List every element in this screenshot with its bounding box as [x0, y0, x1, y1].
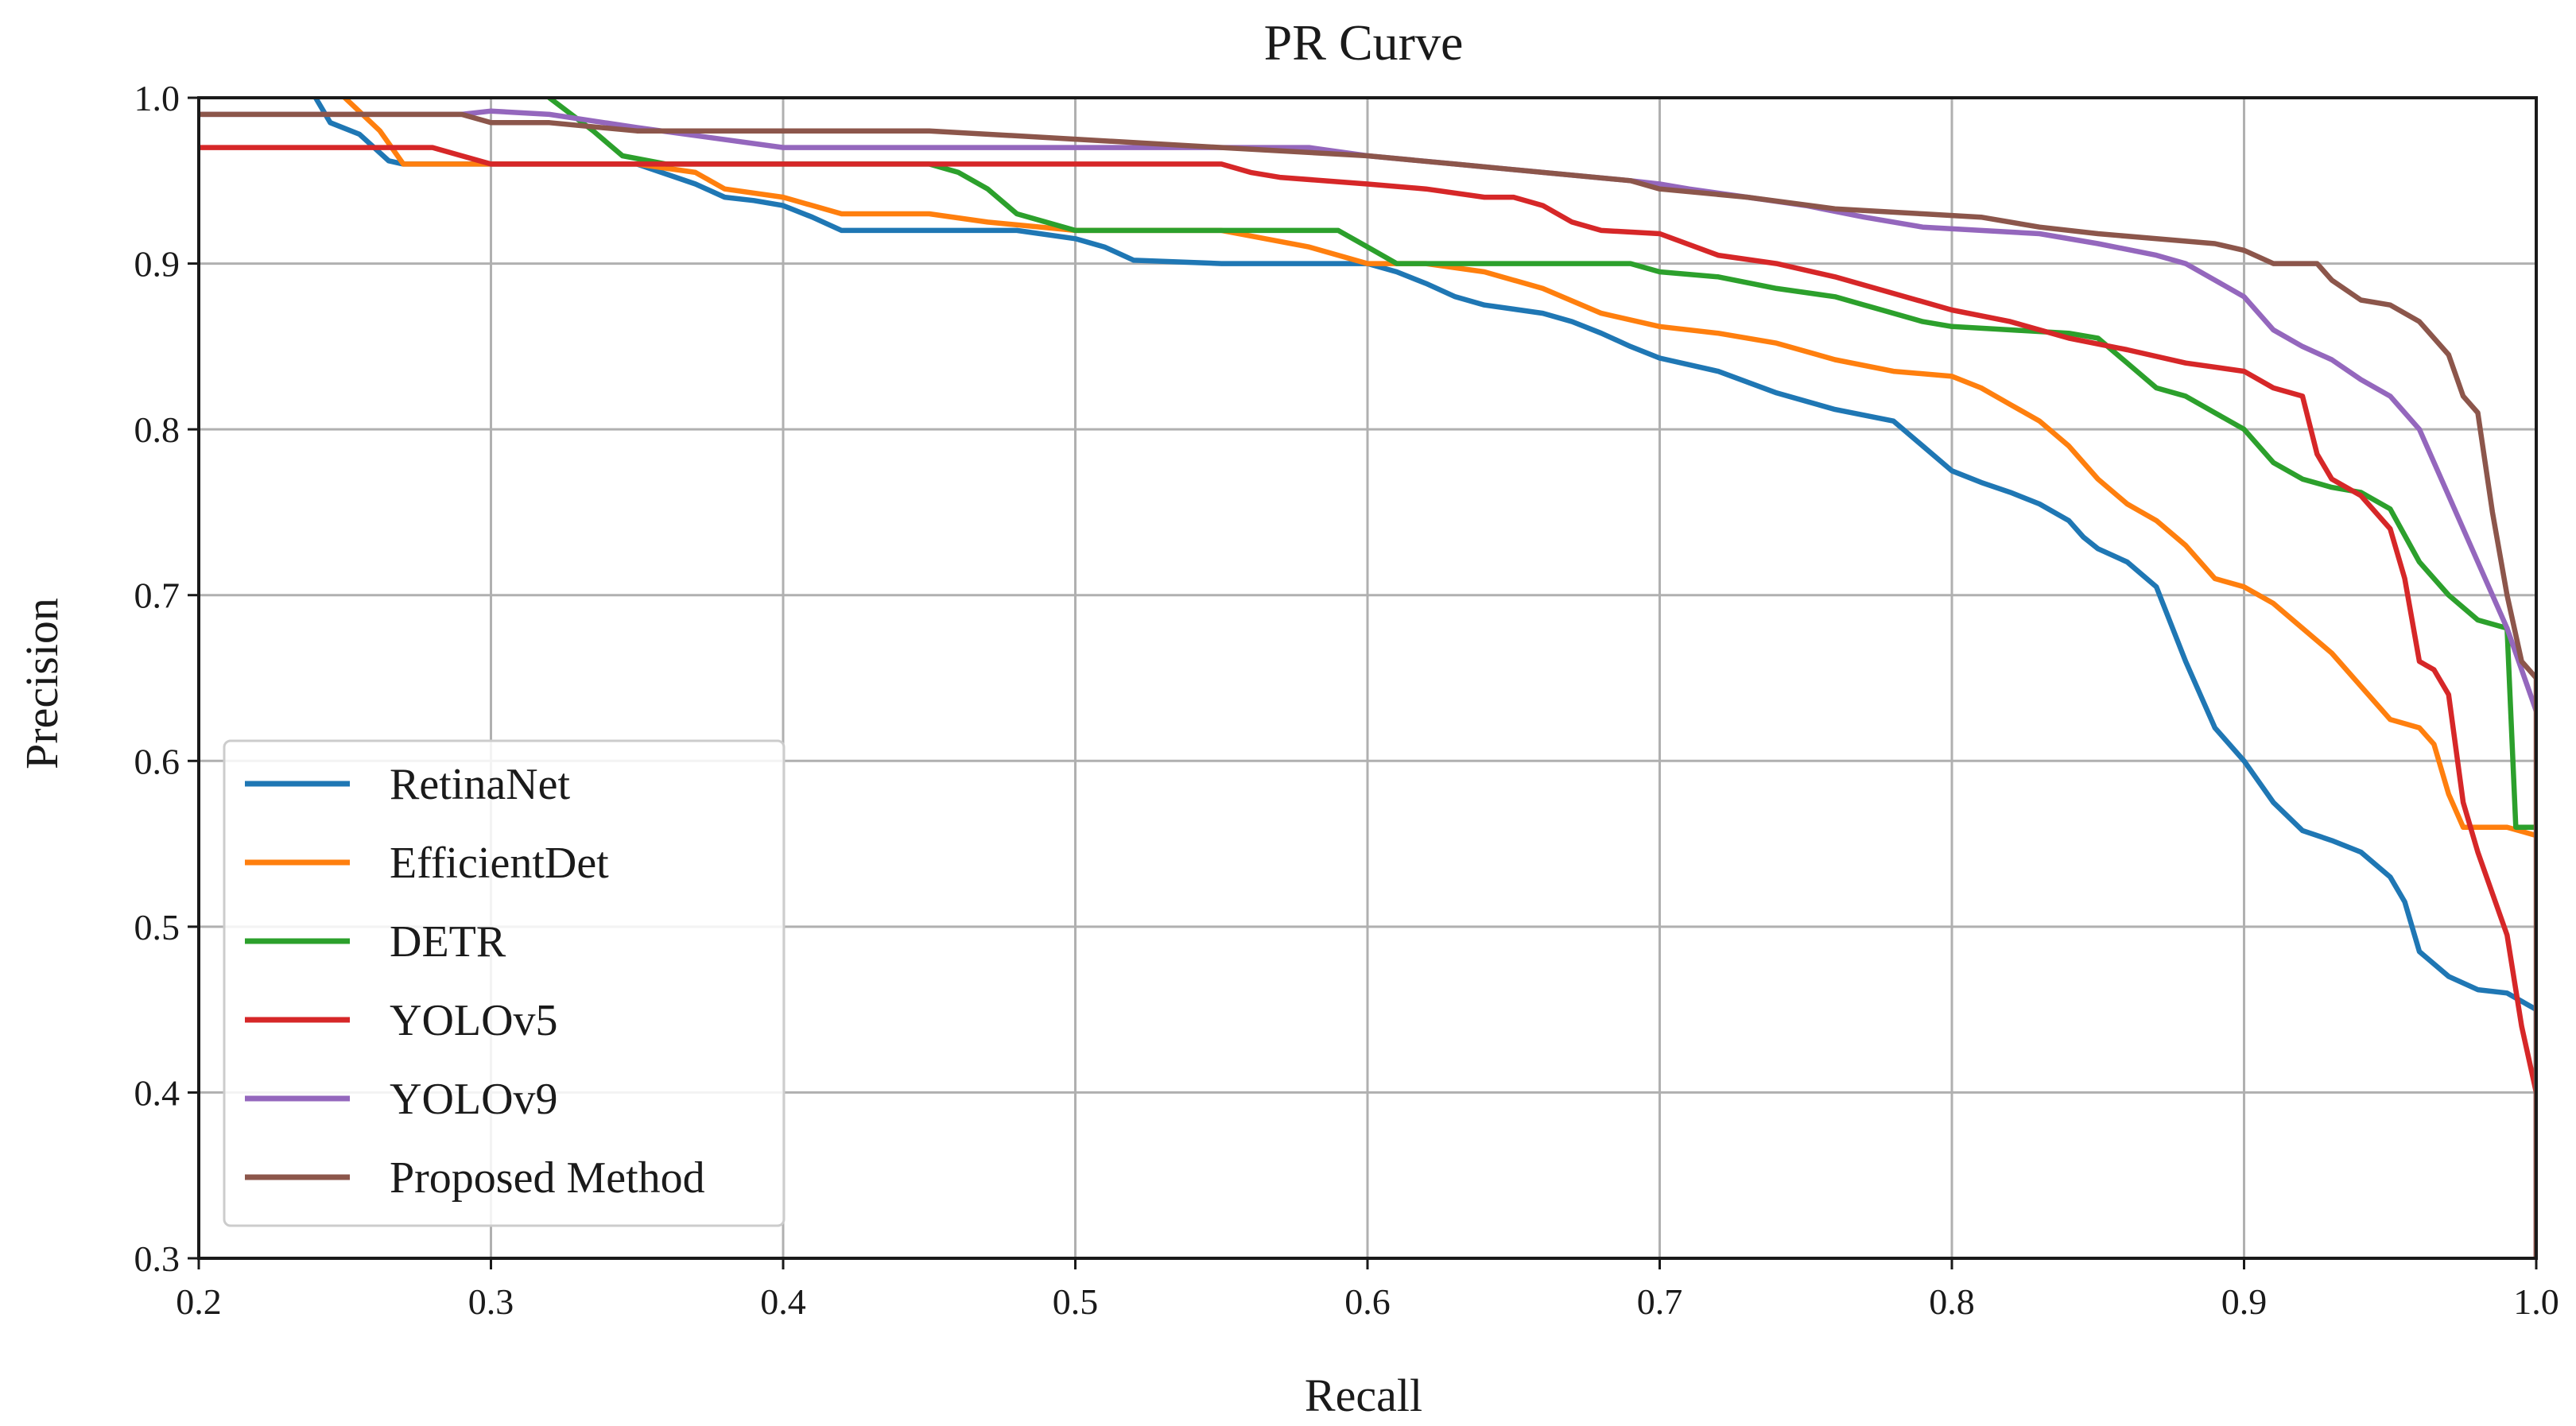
legend-label-retinanet: RetinaNet — [390, 760, 570, 809]
x-tick-label: 1.0 — [2513, 1281, 2559, 1322]
chart-title: PR Curve — [1264, 14, 1464, 71]
legend-label-yolov9: YOLOv9 — [390, 1075, 558, 1124]
series-line-efficientdet — [342, 98, 2536, 839]
x-tick-label: 0.7 — [1637, 1281, 1683, 1322]
legend-label-proposed-method: Proposed Method — [390, 1153, 705, 1203]
x-tick-label: 0.4 — [760, 1281, 806, 1322]
legend-label-detr: DETR — [390, 917, 506, 967]
series-line-proposed-method — [199, 111, 2536, 1258]
x-tick-label: 0.2 — [176, 1281, 222, 1322]
x-axis-label: Recall — [1305, 1370, 1422, 1421]
y-axis-label: Precision — [16, 598, 68, 769]
y-tick-label: 0.9 — [134, 244, 180, 285]
x-tick-label: 0.5 — [1053, 1281, 1099, 1322]
y-tick-label: 0.8 — [134, 409, 180, 450]
y-tick-label: 1.0 — [134, 78, 180, 118]
series-line-yolov5 — [199, 145, 2536, 1258]
x-tick-label: 0.9 — [2221, 1281, 2268, 1322]
legend-box — [223, 739, 786, 1227]
y-tick-label: 0.7 — [134, 575, 180, 616]
x-tick-label: 0.3 — [468, 1281, 514, 1322]
legend: RetinaNet EfficientDet DETR YOLOv5 YOLOv9 Pro… — [223, 739, 786, 1227]
series-line-detr — [546, 98, 2536, 830]
series-layer — [199, 98, 2536, 1258]
legend-label-efficientdet: EfficientDet — [390, 839, 609, 888]
series-line-yolov9 — [199, 108, 2536, 714]
x-tick-label: 0.8 — [1929, 1281, 1975, 1322]
y-tick-label: 0.5 — [134, 907, 180, 947]
series-line-retinanet — [312, 98, 2536, 1258]
y-tick-label: 0.6 — [134, 741, 180, 781]
y-tick-label: 0.3 — [134, 1238, 180, 1279]
legend-label-yolov5: YOLOv5 — [390, 996, 558, 1045]
y-tick-label: 0.4 — [134, 1072, 180, 1113]
x-axis-ticks: 0.2 0.3 0.4 0.5 0.6 0.7 0.8 0.9 1.0 — [176, 1258, 2559, 1322]
y-axis-ticks: 0.3 0.4 0.5 0.6 0.7 0.8 0.9 1.0 — [134, 78, 199, 1279]
x-tick-label: 0.6 — [1344, 1281, 1391, 1322]
